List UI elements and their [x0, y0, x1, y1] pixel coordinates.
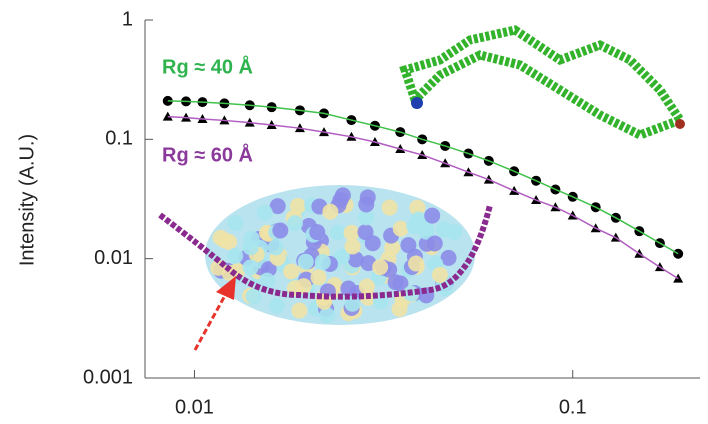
lipid: [283, 263, 300, 280]
lipid: [269, 198, 286, 215]
lipid: [392, 220, 409, 237]
lipid: [267, 239, 284, 256]
lipid: [245, 288, 262, 305]
lipid: [295, 278, 312, 295]
lipid: [256, 204, 273, 221]
lipid: [372, 259, 389, 276]
lipid: [431, 266, 448, 283]
lipid: [297, 253, 314, 270]
lipid: [259, 272, 276, 289]
lipid: [268, 297, 285, 314]
decoration: [158, 25, 687, 351]
lipid: [364, 235, 381, 252]
lipid: [272, 222, 289, 239]
lipid: [344, 295, 361, 312]
triangle-marker: [162, 111, 173, 121]
lipid: [406, 218, 423, 235]
y-tick-label: 0.1: [105, 128, 133, 150]
lipid: [435, 221, 452, 238]
terminus: [675, 119, 685, 129]
lipid: [387, 274, 404, 291]
lipid: [319, 307, 336, 324]
y-axis-title: Intensity (A.U.): [16, 134, 38, 266]
lipid: [358, 196, 375, 213]
helix-belt: [158, 204, 493, 300]
lipid: [358, 209, 375, 226]
lipid: [212, 229, 229, 246]
lipid: [440, 249, 457, 266]
lipid: [309, 224, 326, 241]
terminus: [411, 97, 423, 109]
fit-line: [167, 115, 679, 280]
annotation: Rg ≈ 60 Å: [162, 142, 253, 166]
lipid: [343, 224, 360, 241]
y-tick-label: 0.01: [94, 247, 133, 269]
x-tick-label: 0.01: [175, 396, 214, 418]
lipid: [409, 199, 426, 216]
annotation: Rg ≈ 40 Å: [162, 54, 253, 78]
lipid: [340, 280, 357, 297]
y-tick-label: 1: [122, 8, 133, 30]
lipid: [314, 254, 331, 271]
lipid: [310, 269, 327, 286]
lipid: [227, 214, 244, 231]
lipid: [426, 235, 443, 252]
lipid: [330, 224, 347, 241]
lipid: [242, 239, 259, 256]
lipid: [347, 251, 364, 268]
lipid: [227, 247, 244, 264]
lipid: [334, 187, 351, 204]
fit-line: [167, 100, 679, 255]
lipid: [286, 215, 303, 232]
lipid: [424, 207, 441, 224]
lipid: [408, 255, 425, 272]
lipid: [344, 238, 361, 255]
arrow-head: [216, 276, 236, 300]
helix-protein: [399, 25, 687, 140]
arrow: [193, 289, 230, 351]
lipid: [291, 302, 308, 319]
lipid: [381, 199, 398, 216]
lipid: [418, 223, 435, 240]
lipid: [322, 203, 339, 220]
lipids: [210, 187, 463, 324]
x-tick-label: 0.1: [559, 396, 587, 418]
y-tick-label: 0.001: [83, 366, 133, 388]
lipid: [242, 259, 259, 276]
